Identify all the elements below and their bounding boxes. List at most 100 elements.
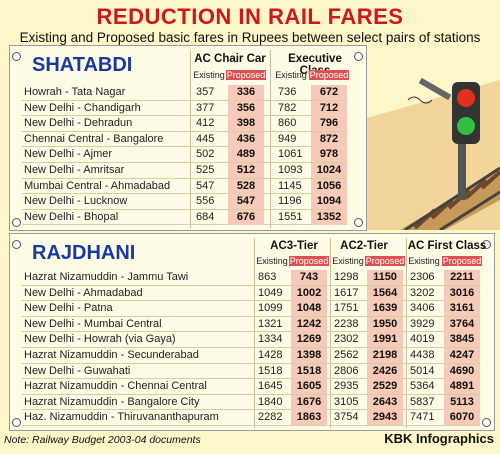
proposed-fare: 978	[311, 147, 347, 163]
proposed-fare: 712	[311, 100, 347, 116]
existing-fare: 502	[196, 148, 215, 161]
route-label: Haz. Nizamuddin - Thiruvananthapuram	[24, 411, 219, 424]
proposed-fare: 2943	[367, 410, 403, 426]
row-separator	[22, 331, 480, 333]
proposed-fare: 1398	[291, 348, 327, 363]
existing-fare: 1617	[334, 286, 359, 299]
existing-fare: 3929	[410, 317, 435, 330]
existing-fare: 1751	[334, 302, 359, 315]
page-title: REDUCTION IN RAIL FARES	[96, 4, 404, 29]
proposed-fare: 436	[228, 131, 264, 147]
existing-fare: 1840	[258, 395, 283, 408]
proposed-fare: 676	[228, 209, 264, 225]
proposed-subheader: Proposed	[309, 70, 349, 80]
proposed-fare: 796	[311, 116, 347, 132]
proposed-fare: 4690	[444, 363, 480, 379]
proposed-fare: 2426	[367, 363, 403, 379]
row-separator	[22, 425, 480, 426]
proposed-fare: 1352	[311, 209, 347, 225]
shatabdi-title: SHATABDI	[32, 54, 133, 76]
row-separator	[22, 130, 347, 132]
railway-track-illustration	[360, 77, 500, 230]
row-separator	[22, 315, 480, 317]
existing-fare: 3202	[410, 286, 435, 299]
proposed-fare: 398	[228, 116, 264, 132]
row-separator	[22, 224, 347, 226]
route-label: New Delhi - Ajmer	[24, 148, 113, 161]
shatabdi-panel: SHATABDI AC Chair Car Executive Class Ex…	[9, 45, 367, 231]
route-label: New Delhi - Bhopal	[24, 210, 119, 223]
existing-subheader: Existing	[275, 70, 307, 80]
row-separator	[22, 208, 347, 210]
existing-subheader: Existing	[332, 256, 364, 266]
existing-fare: 1428	[258, 349, 283, 361]
existing-subheader: Existing	[256, 256, 288, 266]
binder-ring-icon	[12, 240, 21, 249]
row-separator	[22, 284, 480, 286]
proposed-subheader: Proposed	[226, 70, 266, 80]
row-separator	[22, 193, 347, 195]
binder-ring-icon	[482, 240, 491, 249]
existing-fare: 2806	[334, 364, 359, 377]
existing-fare: 412	[196, 117, 215, 130]
proposed-fare: 1605	[291, 379, 327, 395]
row-separator	[22, 162, 347, 163]
existing-fare: 684	[196, 210, 215, 223]
existing-fare: 1551	[278, 210, 303, 223]
existing-fare: 1334	[258, 333, 283, 346]
existing-fare: 1321	[258, 317, 283, 330]
existing-fare: 357	[196, 86, 215, 98]
proposed-fare: 1048	[291, 301, 327, 317]
row-separator	[22, 146, 347, 148]
proposed-fare: 1950	[367, 316, 403, 332]
route-label: Hazrat Nizamuddin - Chennai Central	[24, 380, 207, 393]
column-divider	[330, 238, 331, 428]
binder-ring-icon	[12, 218, 21, 227]
proposed-fare: 1056	[311, 178, 347, 194]
existing-fare: 3754	[334, 411, 359, 424]
proposed-fare: 336	[228, 85, 264, 100]
existing-fare: 7471	[410, 411, 435, 424]
existing-fare: 377	[196, 101, 215, 114]
proposed-fare: 489	[228, 147, 264, 163]
class-header: AC Chair Car	[194, 53, 266, 65]
route-label: Hazrat Nizamuddin - Bangalore City	[24, 395, 200, 408]
row-separator	[22, 378, 480, 380]
binder-ring-icon	[354, 52, 363, 61]
existing-fare: 863	[258, 271, 277, 283]
proposed-fare: 2211	[444, 270, 480, 285]
route-label: New Delhi - Howrah (via Gaya)	[24, 333, 176, 346]
existing-fare: 860	[278, 117, 297, 130]
proposed-fare: 2198	[367, 348, 403, 363]
proposed-fare: 1564	[367, 285, 403, 301]
existing-fare: 5837	[410, 395, 435, 408]
binder-ring-icon	[12, 418, 21, 427]
existing-fare: 1298	[334, 271, 359, 283]
route-label: New Delhi - Ahmadabad	[24, 286, 143, 299]
proposed-fare: 2643	[367, 394, 403, 410]
proposed-fare: 4247	[444, 348, 480, 363]
existing-fare: 949	[278, 132, 297, 145]
existing-fare: 5014	[410, 364, 435, 377]
row-separator	[22, 177, 347, 179]
proposed-fare: 512	[228, 163, 264, 178]
class-header: AC2-Tier	[340, 240, 388, 252]
class-header: AC First Class	[407, 240, 487, 252]
row-separator	[22, 99, 347, 101]
proposed-fare: 1242	[291, 316, 327, 332]
existing-fare: 3105	[334, 395, 359, 408]
rajdhani-panel: RAJDHANI AC3-Tier AC2-Tier AC First Clas…	[9, 233, 495, 431]
existing-fare: 4438	[410, 349, 435, 361]
proposed-fare: 547	[228, 194, 264, 210]
proposed-fare: 672	[311, 85, 347, 100]
row-separator	[22, 409, 480, 411]
route-label: New Delhi - Patna	[24, 302, 113, 315]
proposed-subheader: Proposed	[365, 256, 405, 266]
column-divider	[270, 50, 271, 228]
route-label: Chennai Central - Bangalore	[24, 132, 164, 145]
route-label: Hazrat Nizamuddin - Secunderabad	[24, 349, 199, 361]
proposed-fare: 1639	[367, 301, 403, 317]
route-label: New Delhi - Dehradun	[24, 117, 133, 130]
proposed-fare: 3845	[444, 332, 480, 348]
existing-fare: 1093	[278, 164, 303, 176]
